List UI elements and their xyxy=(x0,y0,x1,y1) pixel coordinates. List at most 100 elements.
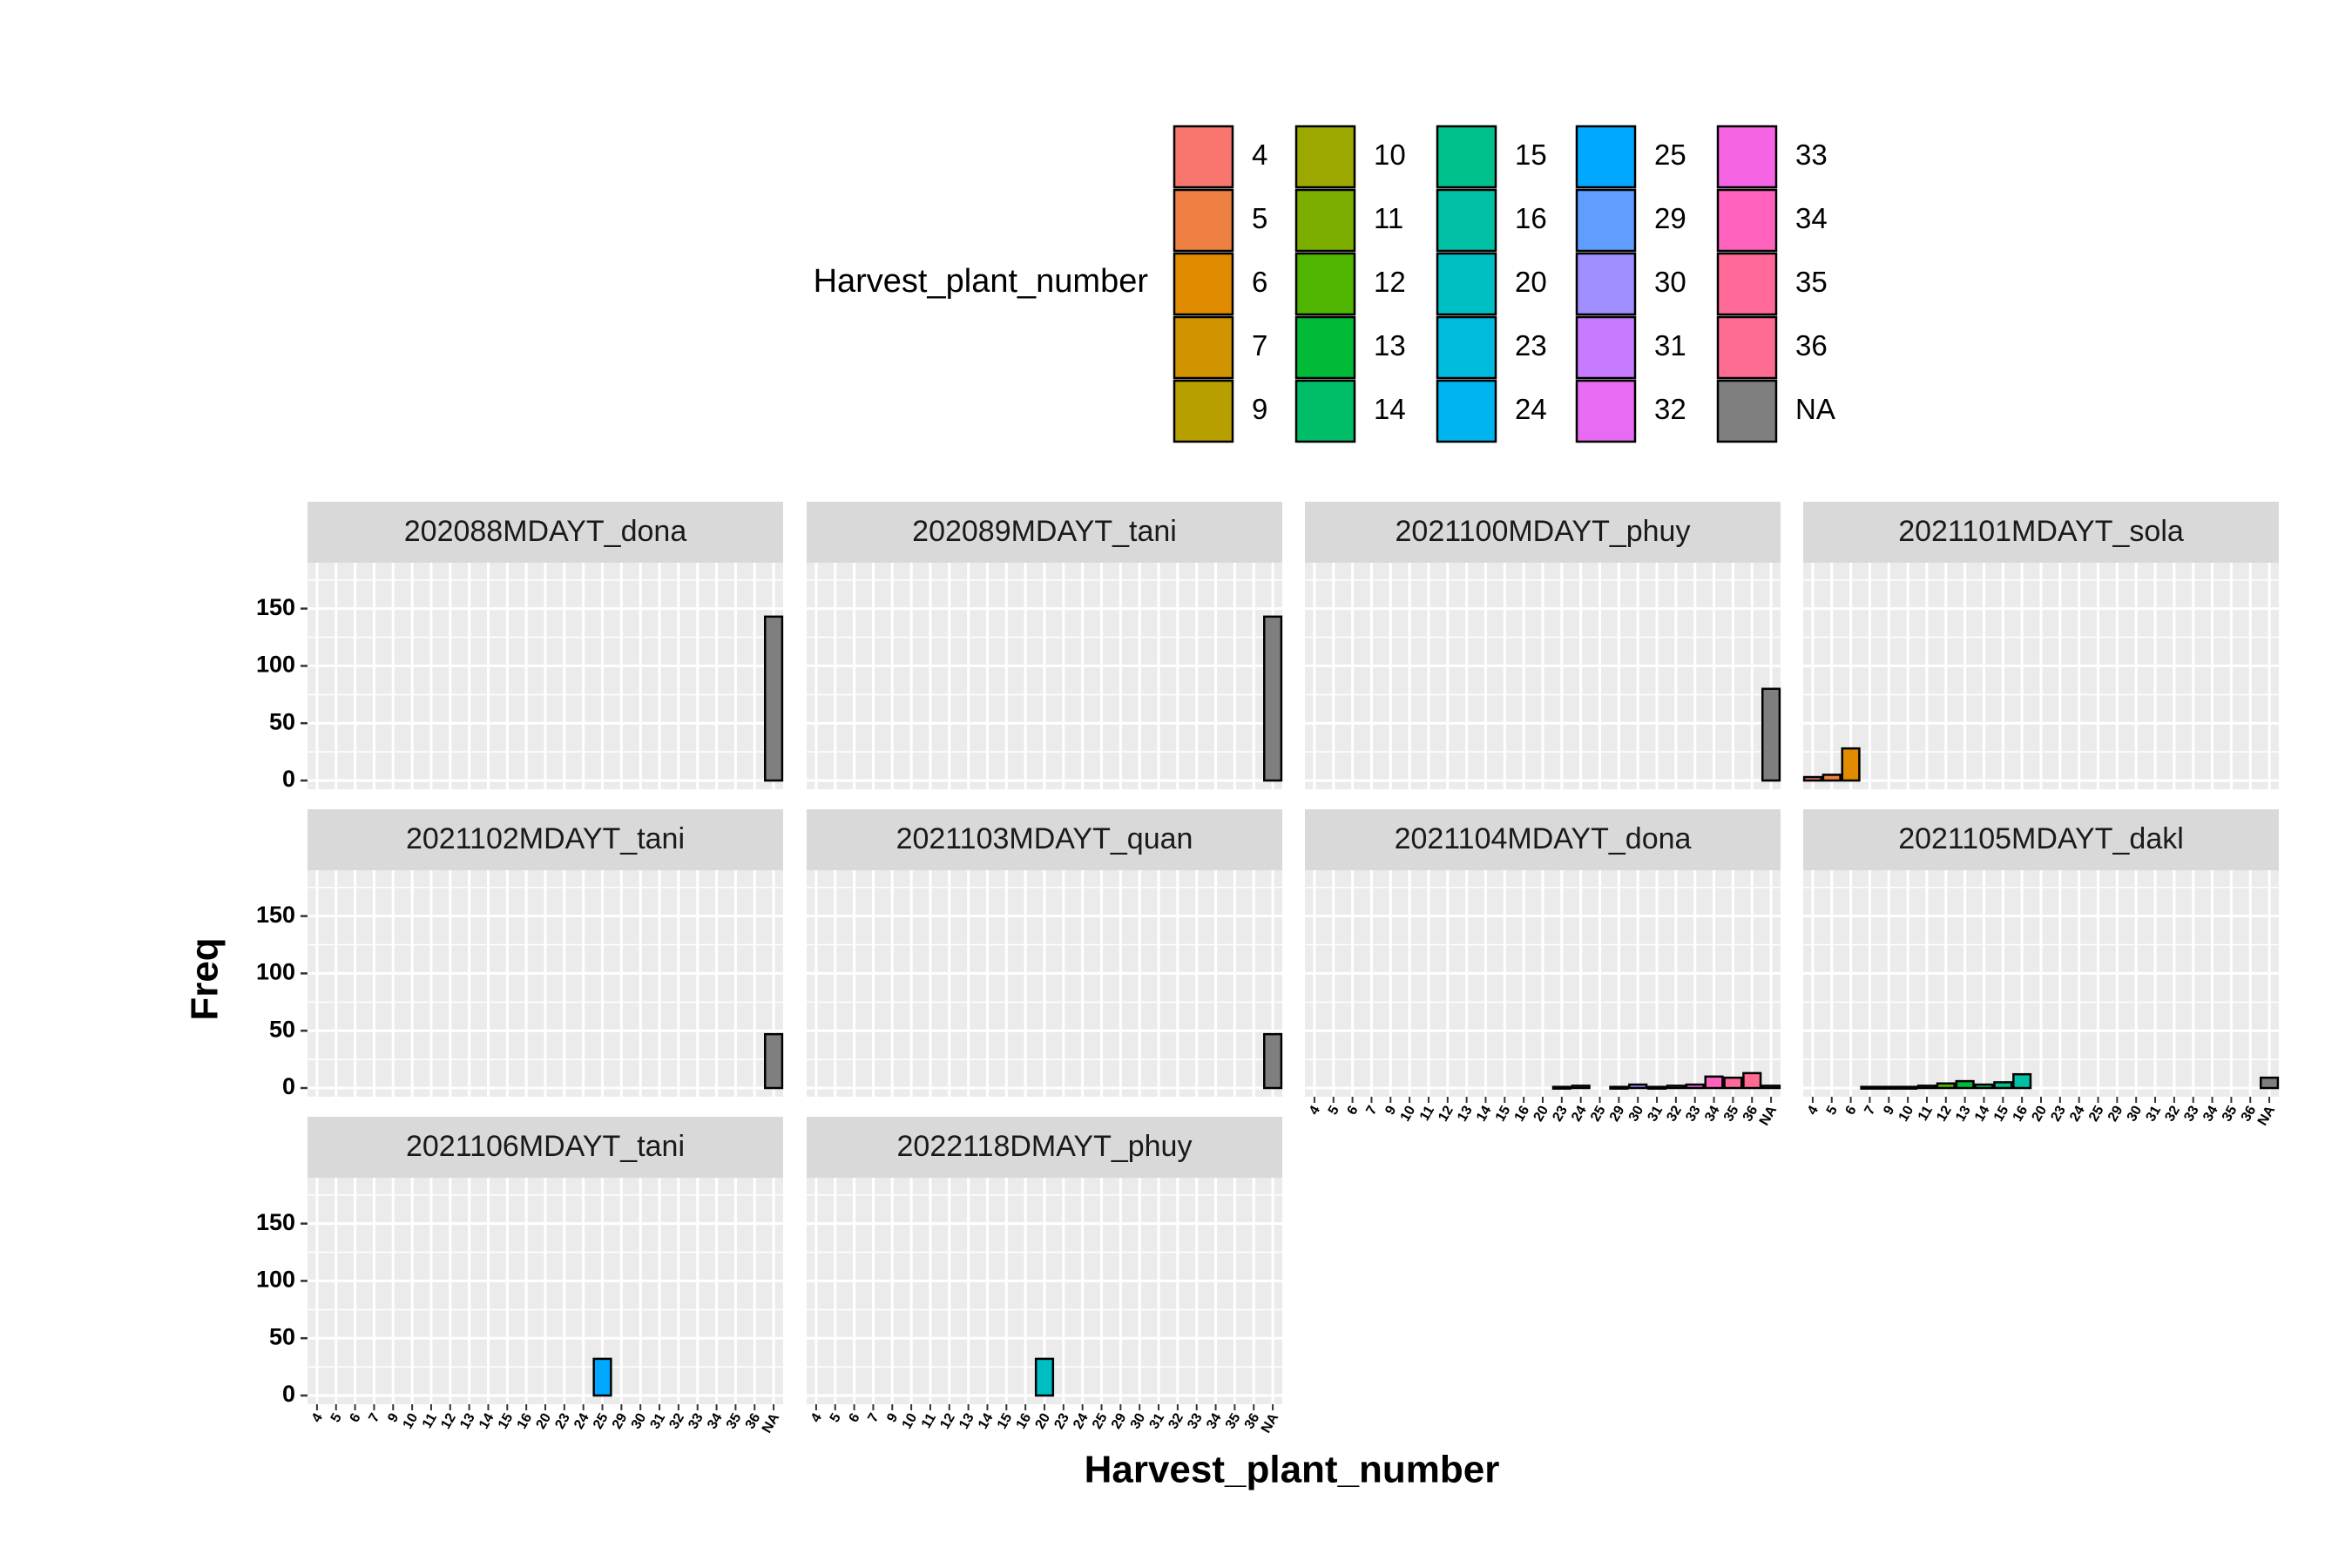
bar-23 xyxy=(1551,1085,1571,1090)
x-tick-label: 29 xyxy=(1109,1411,1130,1432)
bar-30 xyxy=(1628,1083,1648,1090)
x-tick-label: 4 xyxy=(1805,1104,1821,1118)
y-tick-label: 150 xyxy=(256,902,295,928)
strip-label: 2021100MDAYT_phuy xyxy=(1396,515,1691,548)
panel-2021102MDAYT_tani: 2021102MDAYT_tani 0 50 100 150 xyxy=(256,809,784,1099)
strip-label: 2021104MDAYT_dona xyxy=(1395,822,1692,855)
strip-label: 2021102MDAYT_tani xyxy=(406,822,685,855)
strip-label: 2021105MDAYT_dakl xyxy=(1898,822,2184,855)
x-axis-title: Harvest_plant_number xyxy=(1085,1449,1500,1491)
legend-key-11 xyxy=(1294,188,1356,253)
x-tick-label: NA xyxy=(1259,1410,1282,1436)
x-tick-label: 32 xyxy=(2162,1104,2183,1125)
panel-202088MDAYT_dona: 202088MDAYT_dona 0 50 100 150 xyxy=(256,502,784,792)
panel-2021100MDAYT_phuy: 2021100MDAYT_phuy xyxy=(1305,502,1781,789)
x-tick-label: 12 xyxy=(438,1411,459,1432)
bar-NA xyxy=(764,1032,784,1090)
x-tick-label: 29 xyxy=(2105,1104,2126,1125)
panel-2021101MDAYT_sola: 2021101MDAYT_sola xyxy=(1802,502,2279,789)
x-tick-label: 12 xyxy=(1436,1104,1456,1125)
x-tick-label: 16 xyxy=(2011,1104,2031,1125)
x-tick-label: 9 xyxy=(884,1411,901,1425)
x-tick-label: 10 xyxy=(401,1411,422,1432)
x-tick-label: 12 xyxy=(1934,1104,1955,1125)
x-tick-label: 32 xyxy=(1166,1411,1186,1432)
x-tick-label: 15 xyxy=(1493,1104,1514,1125)
legend-label-23: 23 xyxy=(1515,329,1547,362)
x-tick-label: 36 xyxy=(1242,1411,1263,1432)
legend-label-34: 34 xyxy=(1795,202,1828,234)
x-tick-label: 35 xyxy=(724,1411,745,1432)
x-tick-label: 24 xyxy=(2067,1104,2088,1125)
x-tick-label: 13 xyxy=(1953,1104,1974,1125)
legend-key-13 xyxy=(1294,315,1356,380)
x-tick-label: 30 xyxy=(1626,1104,1647,1125)
x-tick-label: 6 xyxy=(348,1411,364,1425)
x-tick-label: 14 xyxy=(1474,1104,1495,1125)
x-tick-label: 11 xyxy=(1916,1104,1936,1124)
y-tick-label: 100 xyxy=(256,1267,295,1293)
x-tick-label: 31 xyxy=(2144,1104,2165,1125)
x-tick-label: NA xyxy=(1757,1103,1781,1128)
legend-key-24 xyxy=(1436,379,1497,443)
x-tick-label: 14 xyxy=(1972,1104,1993,1125)
strip-background xyxy=(308,502,783,563)
legend-key-35 xyxy=(1716,252,1778,316)
legend-key-4 xyxy=(1173,125,1234,189)
x-tick-label: 35 xyxy=(2220,1104,2240,1125)
x-tick-label: 23 xyxy=(552,1411,573,1432)
x-tick-label: 16 xyxy=(1512,1104,1533,1125)
strip-label: 2022118DMAYT_phuy xyxy=(897,1130,1193,1163)
strip-background xyxy=(807,809,1282,870)
bar-9 xyxy=(1879,1085,1899,1090)
y-tick-label: 100 xyxy=(256,652,295,678)
bar-NA xyxy=(764,615,784,782)
x-tick-label: 34 xyxy=(1702,1104,1723,1125)
x-tick-label: 33 xyxy=(686,1411,706,1432)
x-tick-label: 7 xyxy=(865,1411,882,1425)
legend-label-35: 35 xyxy=(1795,266,1828,298)
x-tick-label: 31 xyxy=(1147,1411,1168,1432)
bar-5 xyxy=(1821,774,1842,782)
strip-background xyxy=(1803,502,2279,563)
strip-label: 202089MDAYT_tani xyxy=(912,515,1177,548)
y-tick-label: 0 xyxy=(282,1073,295,1099)
bar-29 xyxy=(1609,1085,1629,1090)
x-tick-label: 11 xyxy=(919,1411,939,1431)
panel-202089MDAYT_tani: 202089MDAYT_tani xyxy=(807,502,1283,789)
legend-key-23 xyxy=(1436,315,1497,380)
x-tick-label: 23 xyxy=(1051,1411,1072,1432)
x-tick-label: 4 xyxy=(309,1411,326,1425)
bar-7 xyxy=(1860,1085,1880,1090)
x-tick-label: 25 xyxy=(2086,1104,2107,1125)
strip-background xyxy=(1803,809,2279,870)
x-tick-label: 14 xyxy=(976,1411,997,1432)
x-tick-label: 36 xyxy=(2239,1104,2260,1125)
x-tick-label: 31 xyxy=(648,1411,669,1432)
strip-background xyxy=(807,1117,1282,1178)
strip-label: 2021103MDAYT_quan xyxy=(896,822,1193,855)
legend-key-16 xyxy=(1436,188,1497,253)
x-tick-label: 10 xyxy=(1896,1104,1917,1125)
x-tick-label: 6 xyxy=(1345,1104,1362,1118)
legend-label-4: 4 xyxy=(1252,139,1267,171)
x-tick-label: 16 xyxy=(515,1411,536,1432)
bar-24 xyxy=(1571,1085,1591,1090)
legend-label-NA: NA xyxy=(1795,393,1835,425)
x-tick-label: 32 xyxy=(666,1411,687,1432)
legend-key-29 xyxy=(1575,188,1637,253)
bar-14 xyxy=(1974,1083,1994,1090)
legend-label-33: 33 xyxy=(1795,139,1828,171)
x-tick-label: 4 xyxy=(1307,1104,1323,1118)
y-axis-title: Freq xyxy=(184,937,226,1020)
bar-10 xyxy=(1898,1085,1918,1090)
x-tick-label: 25 xyxy=(591,1411,612,1432)
bar-16 xyxy=(2012,1072,2032,1090)
legend-label-20: 20 xyxy=(1515,266,1547,298)
x-tick-label: 7 xyxy=(1363,1104,1380,1118)
bar-31 xyxy=(1646,1085,1667,1090)
legend-key-20 xyxy=(1436,252,1497,316)
legend-label-29: 29 xyxy=(1654,202,1686,234)
legend-title: Harvest_plant_number xyxy=(814,263,1149,300)
